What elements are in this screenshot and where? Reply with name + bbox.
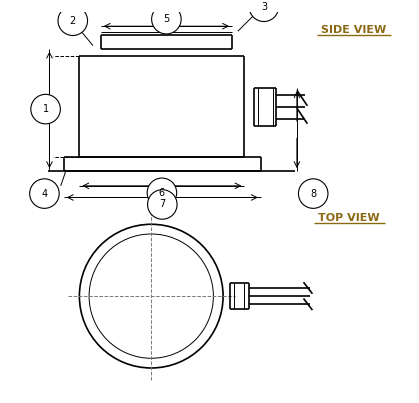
Circle shape (249, 0, 279, 21)
Circle shape (152, 4, 181, 34)
Text: 7: 7 (159, 199, 166, 210)
Circle shape (30, 179, 59, 208)
Text: 2: 2 (70, 16, 76, 26)
Circle shape (31, 94, 60, 124)
Text: 1: 1 (42, 104, 49, 114)
Text: 6: 6 (159, 188, 165, 198)
Circle shape (298, 179, 328, 208)
Text: 3: 3 (261, 2, 267, 12)
Text: SIDE VIEW: SIDE VIEW (321, 25, 387, 35)
Text: 8: 8 (310, 189, 316, 199)
Text: TOP VIEW: TOP VIEW (318, 214, 379, 223)
Text: 5: 5 (163, 14, 170, 24)
Circle shape (147, 178, 177, 208)
Circle shape (58, 6, 88, 35)
Circle shape (147, 190, 177, 219)
Text: 4: 4 (41, 189, 47, 199)
